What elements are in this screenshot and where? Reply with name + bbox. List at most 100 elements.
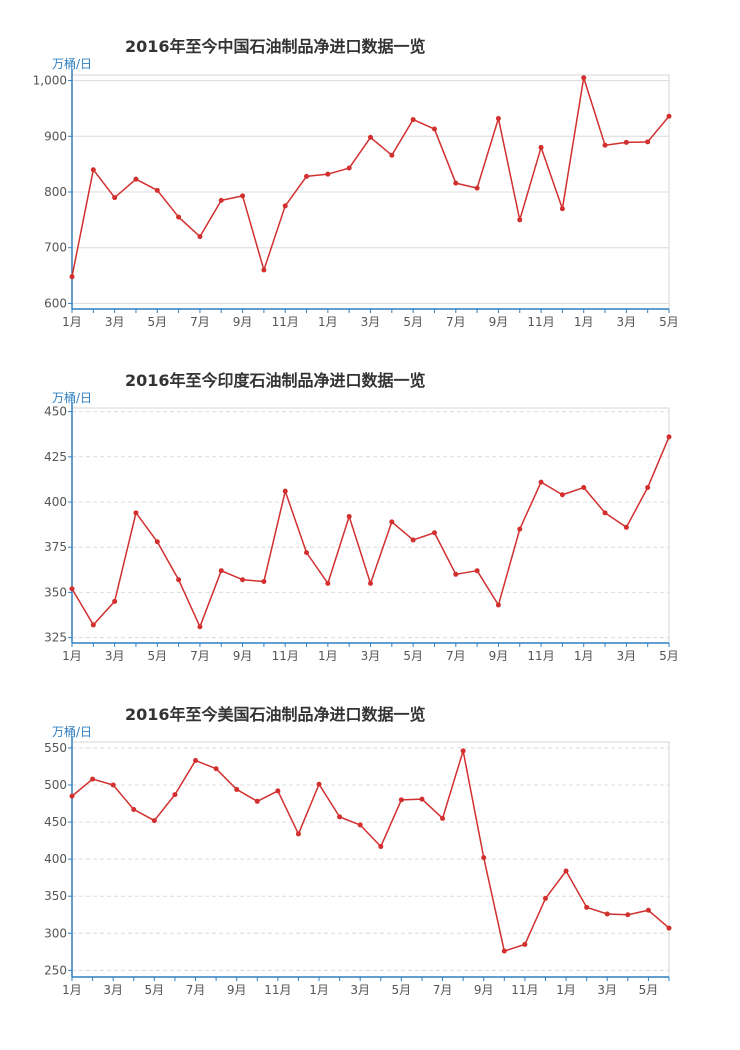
- x-tick-label: 7月: [190, 315, 210, 329]
- data-point: [240, 577, 246, 583]
- data-point: [542, 895, 548, 901]
- data-point: [234, 786, 240, 792]
- x-tick-label: 5月: [392, 983, 412, 997]
- y-tick-labels: 600 700 800 900 1,000: [33, 74, 67, 311]
- data-point: [623, 524, 629, 530]
- y-tick-label: 350: [44, 585, 67, 599]
- y-tick-label: 400: [44, 495, 67, 509]
- y-tick-label: 900: [44, 129, 67, 143]
- data-point: [645, 485, 651, 491]
- x-tick-labels: 1月 3月 5月 7月 9月 11月 1月 3月 5月 7月 9月 11月 1月 3月 5月: [62, 649, 679, 663]
- data-point: [398, 797, 404, 803]
- data-point: [517, 526, 523, 532]
- data-point: [625, 912, 631, 918]
- data-point: [410, 117, 416, 123]
- series-line: [71, 750, 670, 952]
- data-point: [69, 274, 75, 280]
- y-tick-label: 325: [44, 631, 67, 645]
- gridlines: [72, 74, 670, 309]
- x-tick-label: 1月: [62, 983, 82, 997]
- y-tick-label: 350: [44, 889, 67, 903]
- x-tick-label: 5月: [147, 315, 167, 329]
- y-tick-label: 450: [44, 815, 67, 829]
- x-tick-label: 3月: [103, 983, 123, 997]
- data-point: [69, 793, 75, 799]
- data-point: [69, 586, 75, 592]
- x-tick-label: 5月: [147, 649, 167, 663]
- data-point: [154, 187, 160, 193]
- data-point: [495, 115, 501, 121]
- data-point: [453, 571, 459, 577]
- data-point: [154, 539, 160, 545]
- data-point: [440, 815, 446, 821]
- data-point: [389, 152, 395, 158]
- data-point: [602, 510, 608, 516]
- data-point: [410, 537, 416, 543]
- y-tick-label: 800: [44, 185, 67, 199]
- data-point: [133, 510, 139, 516]
- data-point: [275, 788, 281, 794]
- y-axis-unit: 万桶/日: [52, 56, 92, 71]
- y-tick-label: 500: [44, 778, 67, 792]
- y-tick-label: 1,000: [33, 74, 67, 88]
- data-point: [112, 195, 118, 201]
- data-point: [581, 75, 587, 81]
- x-tick-label: 1月: [556, 983, 576, 997]
- data-point: [559, 492, 565, 498]
- data-point: [176, 214, 182, 220]
- data-point: [495, 602, 501, 608]
- data-point: [151, 818, 157, 824]
- x-tick-label: 1月: [574, 649, 594, 663]
- data-point: [522, 941, 528, 947]
- x-tick-label: 9月: [227, 983, 247, 997]
- chart-usa: 2016年至今美国石油制品净进口数据一览 万桶/日 250 300 350 400 45…: [44, 705, 672, 997]
- x-tick-label: 9月: [474, 983, 494, 997]
- x-tick-label: 9月: [233, 649, 253, 663]
- data-point: [110, 782, 116, 788]
- data-point: [559, 206, 565, 212]
- series-line: [71, 436, 670, 628]
- data-point: [645, 139, 651, 145]
- data-point: [501, 948, 507, 954]
- data-point: [645, 907, 651, 913]
- x-tick-label: 5月: [403, 315, 423, 329]
- x-tick-label: 1月: [309, 983, 329, 997]
- data-point: [419, 796, 425, 802]
- data-point: [538, 479, 544, 485]
- data-point: [90, 167, 96, 173]
- data-point: [193, 758, 199, 764]
- data-point: [282, 488, 288, 494]
- data-point: [389, 519, 395, 525]
- data-point: [197, 234, 203, 240]
- data-point: [218, 197, 224, 203]
- data-point: [261, 267, 267, 273]
- y-axis-unit: 万桶/日: [52, 390, 92, 405]
- x-tick-label: 3月: [105, 315, 125, 329]
- chart-title: 2016年至今美国石油制品净进口数据一览: [125, 705, 426, 724]
- y-tick-label: 300: [44, 926, 67, 940]
- data-point: [316, 781, 322, 787]
- data-point: [474, 185, 480, 191]
- chart-title: 2016年至今中国石油制品净进口数据一览: [125, 37, 426, 56]
- data-point: [368, 580, 373, 586]
- y-tick-label: 450: [44, 405, 67, 419]
- x-tick-label: 5月: [145, 983, 165, 997]
- data-point: [346, 165, 352, 171]
- series-india: [69, 434, 672, 630]
- y-tick-labels: 250 300 350 400 450 500 550: [44, 741, 67, 977]
- data-point: [666, 434, 672, 440]
- x-tick-label: 11月: [272, 649, 299, 663]
- data-point: [623, 139, 629, 145]
- series-china: [69, 75, 672, 280]
- data-point: [295, 831, 301, 837]
- data-point: [197, 624, 203, 630]
- data-point: [325, 171, 331, 177]
- x-tick-label: 7月: [190, 649, 210, 663]
- chart-title: 2016年至今印度石油制品净进口数据一览: [125, 371, 426, 390]
- x-tick-label: 3月: [105, 649, 125, 663]
- x-tick-label: 5月: [659, 315, 679, 329]
- x-tick-label: 11月: [264, 983, 291, 997]
- x-tick-label: 3月: [617, 315, 637, 329]
- data-point: [346, 513, 352, 519]
